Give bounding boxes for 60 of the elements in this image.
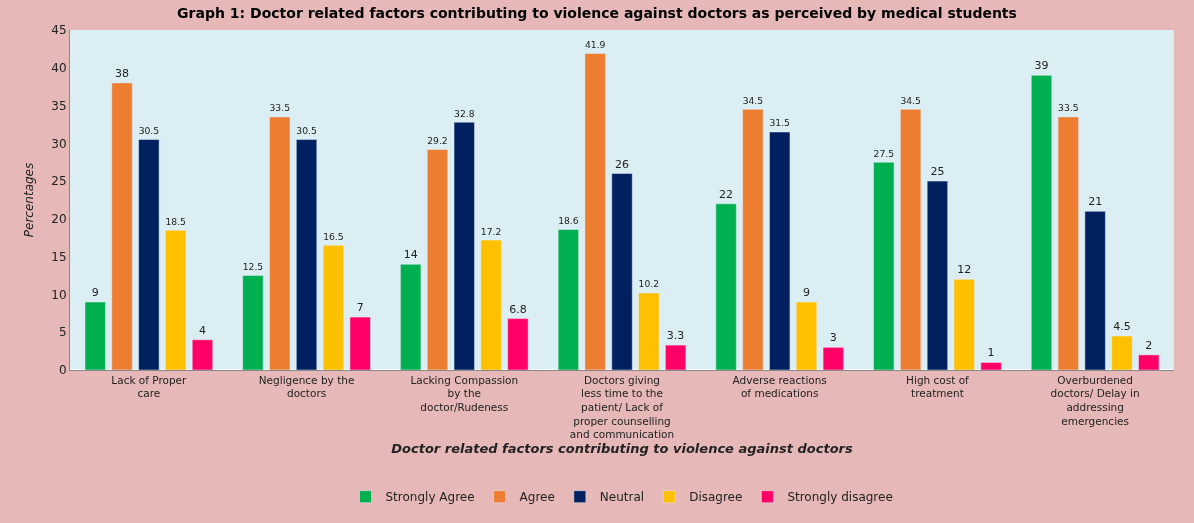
y-tick-label: 20	[51, 212, 67, 227]
x-tick-label: Overburdened doctors/ Delay in addressing emergencies	[1050, 373, 1140, 427]
data-label: 2	[1145, 338, 1153, 352]
data-label: 16.5	[323, 230, 344, 242]
y-tick-label: 15	[51, 249, 67, 264]
data-label: 32.8	[454, 107, 475, 119]
y-tick-label: 40	[51, 60, 67, 75]
x-tick-label: Lack of Proper care	[111, 373, 188, 400]
data-label: 33.5	[1058, 102, 1079, 114]
data-label: 4.5	[1113, 320, 1131, 333]
data-label: 38	[115, 66, 130, 80]
data-label: 34.5	[900, 94, 921, 106]
data-label: 34.5	[742, 94, 764, 106]
data-label: 12.5	[242, 261, 264, 273]
data-label: 21	[1088, 195, 1103, 209]
y-axis-title: Percentages	[21, 162, 36, 238]
x-tick-label: Negligence by the doctors	[258, 373, 355, 400]
legend-label: Agree	[519, 490, 555, 505]
y-tick-label: 35	[51, 98, 67, 113]
x-tick-label: Lacking Compassion by the doctor/Rudeness	[410, 373, 519, 413]
data-label: 31.5	[769, 117, 791, 129]
y-tick-label: 30	[51, 136, 67, 151]
data-label: 30.5	[296, 125, 317, 137]
data-label: 33.5	[269, 102, 291, 114]
x-tick-label: Adverse reactions of medications	[732, 373, 827, 400]
data-label: 18.6	[558, 214, 579, 226]
data-label: 3.3	[666, 329, 685, 343]
data-label: 1	[987, 346, 995, 360]
y-tick-label: 5	[58, 325, 67, 340]
data-label: 14	[403, 248, 418, 262]
legend-label: Disagree	[689, 490, 743, 505]
data-label: 6.8	[509, 302, 527, 316]
y-tick-label: 25	[51, 174, 67, 189]
data-label: 26	[615, 157, 629, 171]
data-label: 17.2	[480, 225, 502, 237]
data-label: 25	[930, 165, 945, 179]
x-tick-label: High cost of treatment	[906, 373, 970, 400]
data-label: 27.5	[873, 147, 895, 159]
data-label: 41.9	[584, 38, 606, 50]
data-label: 29.2	[427, 134, 448, 146]
data-label: 10.2	[638, 278, 660, 290]
data-label: 22	[719, 187, 734, 201]
legend-label: Neutral	[599, 490, 645, 505]
data-label: 9	[91, 286, 99, 299]
data-label: 7	[356, 301, 364, 315]
data-label: 18.5	[165, 215, 187, 227]
data-label: 12	[957, 263, 972, 277]
data-label: 4	[198, 323, 206, 337]
y-tick-label: 10	[51, 287, 67, 302]
data-label: 39	[1034, 59, 1049, 73]
x-axis-title: Doctor related factors contributing to violence against doctors	[391, 440, 853, 456]
data-label: 30.5	[138, 125, 160, 137]
y-tick-label: 0	[58, 363, 67, 378]
y-tick-label: 45	[51, 23, 67, 38]
data-label: 9	[803, 286, 811, 299]
x-tick-label: Doctors giving less time to the patient/ Lack of proper counselling and communication	[569, 373, 675, 441]
data-label: 3	[829, 331, 837, 345]
chart-title: Graph 1: Doctor related factors contributing to violence against doctors as perceived by medical students	[177, 4, 1017, 21]
legend-label: Strongly Agree	[385, 490, 475, 505]
legend-label: Strongly disagree	[787, 490, 893, 505]
